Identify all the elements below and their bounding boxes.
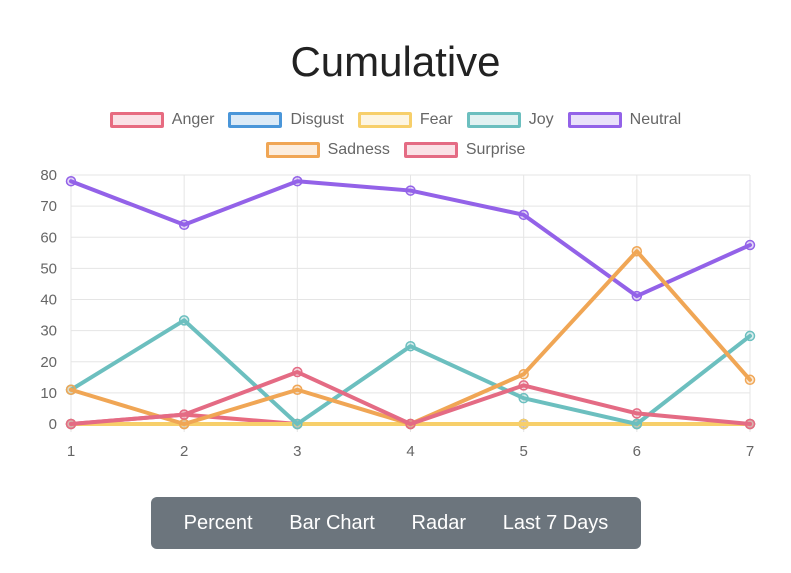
data-point[interactable] <box>292 366 303 378</box>
legend-label: Neutral <box>629 111 682 128</box>
data-point[interactable] <box>405 185 416 196</box>
series-neutral <box>65 175 756 302</box>
legend-swatch <box>265 142 320 158</box>
axis-labels: 0 10 20 30 40 50 60 70 80 1 2 3 4 5 6 7 <box>40 167 754 460</box>
x-tick-label: 4 <box>406 443 414 460</box>
legend-swatch <box>109 112 164 128</box>
legend-label: Disgust <box>290 111 344 128</box>
data-point[interactable] <box>65 384 77 396</box>
legend-label: Joy <box>528 111 554 128</box>
legend-row-1: Anger Disgust Fear Joy Neutral <box>0 111 791 129</box>
legend-swatch <box>403 142 458 158</box>
series-line-surprise <box>69 370 752 426</box>
data-point[interactable] <box>518 380 529 391</box>
x-tick-label: 6 <box>633 443 641 460</box>
series-surprise <box>65 366 756 430</box>
legend-item-sadness[interactable]: Sadness <box>265 141 390 159</box>
data-point[interactable] <box>292 418 303 430</box>
bar-chart-button[interactable]: Bar Chart <box>285 512 379 535</box>
legend-row-2: Sadness Surprise <box>0 141 791 159</box>
series-line-neutral <box>69 179 752 299</box>
y-tick-label: 50 <box>40 260 57 277</box>
data-point[interactable] <box>518 209 529 221</box>
legend-item-surprise[interactable]: Surprise <box>403 141 526 159</box>
x-tick-label: 2 <box>180 443 188 460</box>
data-point[interactable] <box>65 418 77 430</box>
grid-layer <box>70 174 751 432</box>
data-point[interactable] <box>405 418 416 430</box>
data-point[interactable] <box>518 368 529 380</box>
data-point[interactable] <box>631 408 643 419</box>
data-point[interactable] <box>631 418 643 430</box>
legend-item-joy[interactable]: Joy <box>466 111 554 129</box>
legend-swatch <box>466 112 521 128</box>
legend-swatch <box>228 112 283 128</box>
x-tick-label: 5 <box>519 443 527 460</box>
data-point[interactable] <box>631 290 643 302</box>
data-point[interactable] <box>178 315 190 326</box>
y-tick-label: 60 <box>40 229 57 246</box>
y-tick-label: 10 <box>40 385 57 402</box>
data-point[interactable] <box>292 175 303 187</box>
data-point[interactable] <box>744 374 756 386</box>
series-joy <box>65 315 756 430</box>
y-tick-label: 40 <box>40 292 57 309</box>
data-point[interactable] <box>178 418 190 430</box>
percent-button[interactable]: Percent <box>180 512 257 535</box>
legend-swatch <box>357 112 412 128</box>
chart-title: Cumulative <box>290 38 501 85</box>
radar-button[interactable]: Radar <box>408 512 470 535</box>
legend-item-anger[interactable]: Anger <box>109 111 215 129</box>
series-line-joy <box>69 318 752 426</box>
line-chart: 0 10 20 30 40 50 60 70 80 1 2 3 4 5 6 7 <box>40 167 756 460</box>
x-tick-label: 3 <box>293 443 301 460</box>
legend-label: Sadness <box>327 141 390 158</box>
series-layer <box>65 175 756 430</box>
data-point[interactable] <box>292 384 303 396</box>
data-point[interactable] <box>631 246 643 257</box>
legend-label: Fear <box>419 111 453 128</box>
legend-item-neutral[interactable]: Neutral <box>567 111 682 129</box>
legend-item-disgust[interactable]: Disgust <box>228 111 344 129</box>
legend-label: Anger <box>171 111 215 128</box>
legend-swatch <box>567 112 622 128</box>
data-point[interactable] <box>518 418 529 430</box>
data-point[interactable] <box>518 392 529 404</box>
data-point[interactable] <box>178 409 190 420</box>
y-tick-label: 70 <box>40 198 57 215</box>
data-point[interactable] <box>405 340 416 352</box>
y-tick-label: 30 <box>40 323 57 340</box>
legend-item-fear[interactable]: Fear <box>357 111 453 129</box>
view-button-group: Percent Bar Chart Radar Last 7 Days <box>151 497 641 549</box>
data-point[interactable] <box>65 175 77 187</box>
last-7-days-button[interactable]: Last 7 Days <box>499 512 613 535</box>
x-tick-label: 1 <box>67 443 75 460</box>
data-point[interactable] <box>744 330 756 342</box>
data-point[interactable] <box>744 418 756 430</box>
y-tick-label: 80 <box>40 167 57 184</box>
data-point[interactable] <box>744 239 756 251</box>
y-tick-label: 0 <box>49 416 57 433</box>
data-point[interactable] <box>178 219 190 231</box>
x-tick-label: 7 <box>746 443 754 460</box>
y-tick-label: 20 <box>40 354 57 371</box>
legend-label: Surprise <box>465 141 526 158</box>
